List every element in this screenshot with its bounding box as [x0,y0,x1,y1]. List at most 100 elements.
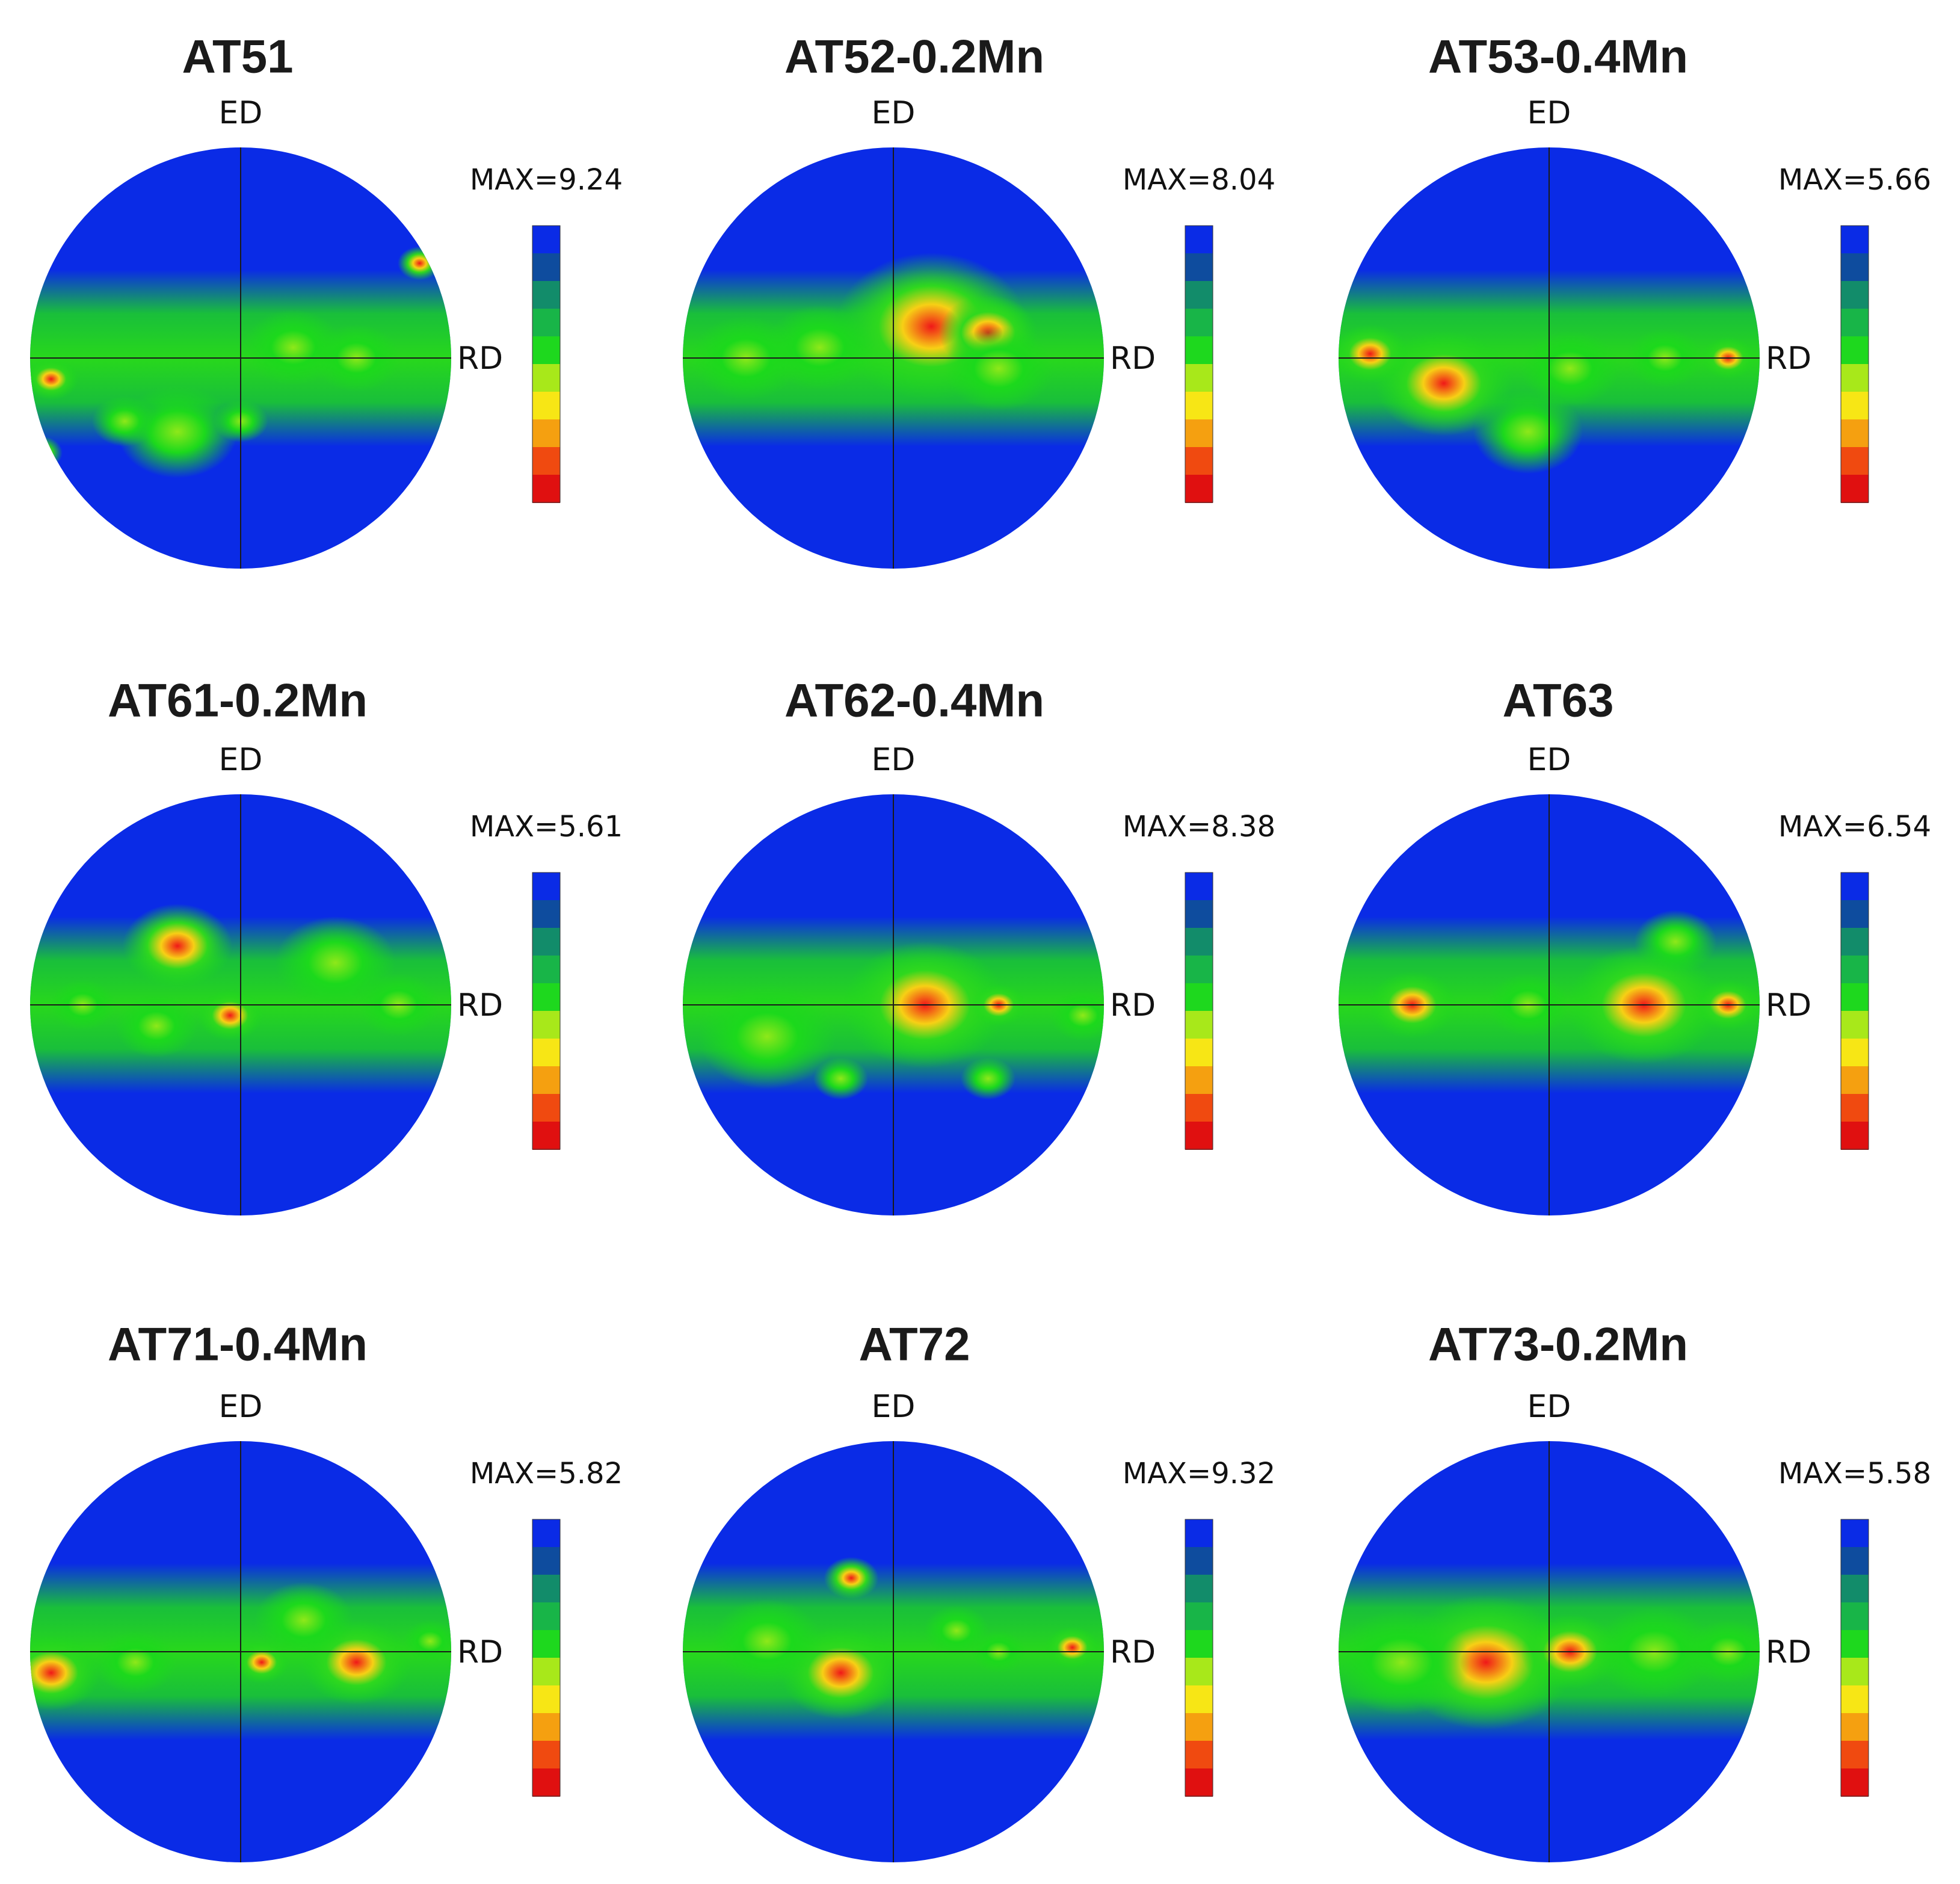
intensity-contour [1521,330,1619,407]
intensity-contour [944,326,1053,411]
colorbar-segment [1185,1011,1213,1039]
colorbar-segment [1185,1094,1213,1122]
colorbar-segment [1841,1039,1869,1067]
intensity-peak [123,904,232,988]
ed-label: ED [1527,1389,1571,1425]
pole-figure-panel: AT51 ED RD MAX=9.24 [30,30,623,569]
max-intensity-label: MAX=9.24 [470,163,623,197]
colorbar-segment [1185,928,1213,956]
pole-figure-panel: AT53-0.4Mn ED RD MAX=5.66 [1339,30,1931,569]
panel-title: AT61-0.2Mn [108,674,368,727]
colorbar-segment [1841,1685,1869,1714]
colorbar [532,1519,561,1797]
rd-label: RD [1110,987,1156,1024]
colorbar-segment [1841,1519,1869,1548]
colorbar [1840,225,1869,503]
panel-title: AT51 [182,30,294,83]
intensity-contour [698,984,836,1089]
colorbar-segment [532,1685,560,1714]
pole-figure-panel: AT62-0.4Mn ED RD MAX=8.38 [683,674,1275,1215]
intensity-peak [1375,330,1512,436]
colorbar-segment [1185,1066,1213,1095]
colorbar-frame [1185,1519,1213,1797]
max-intensity-label: MAX=9.32 [1123,1457,1275,1490]
colorbar-segment [1185,1630,1213,1658]
colorbar-segment [532,956,560,984]
colorbar-segment [532,364,560,392]
colorbar-segment [1841,1094,1869,1122]
colorbar-segment [532,281,560,309]
colorbar-segment [532,1519,560,1548]
colorbar-frame [532,1519,561,1797]
colorbar-segment [1841,475,1869,503]
colorbar-segment [1185,447,1213,475]
colorbar-segment [1841,1658,1869,1686]
rd-label: RD [457,1634,503,1670]
max-intensity-label: MAX=5.66 [1778,163,1931,197]
colorbar-segment [532,392,560,420]
colorbar-segment [1841,364,1869,392]
colorbar-segment [1841,1547,1869,1575]
colorbar-segment [532,1066,560,1095]
colorbar-segment [1841,1602,1869,1631]
colorbar-segment [1841,1122,1869,1150]
intensity-contour [1634,910,1717,974]
colorbar-segment [532,983,560,1011]
colorbar-segment [1185,1768,1213,1797]
intensity-peak [398,246,442,280]
panel-title: AT72 [859,1318,970,1371]
colorbar-segment [532,1575,560,1603]
intensity-peak [1045,1626,1100,1669]
rd-label: RD [1110,341,1156,377]
colorbar-segment [1841,1011,1869,1039]
colorbar-segment [532,226,560,254]
colorbar-segment [532,928,560,956]
intensity-contour [94,1631,177,1694]
colorbar-frame [1840,1519,1869,1797]
intensity-contour [275,916,396,1009]
colorbar-frame [1185,225,1213,503]
colorbar-segment [1841,1066,1869,1095]
colorbar-segment [532,1630,560,1658]
panel-title: AT63 [1503,674,1614,727]
colorbar-segment [1841,873,1869,901]
ed-label: ED [219,1389,263,1425]
colorbar-segment [1841,1768,1869,1797]
colorbar-segment [532,419,560,448]
colorbar-segment [532,336,560,365]
colorbar-segment [1185,392,1213,420]
intensity-peak [824,1557,879,1599]
colorbar-segment [1841,956,1869,984]
colorbar-segment [532,1094,560,1122]
pole-figure-panel: AT63 ED RD MAX=6.54 [1339,674,1931,1215]
colorbar-segment [532,900,560,928]
pole-figure-panel: AT72 ED RD MAX=9.32 [683,1318,1275,1862]
max-intensity-label: MAX=5.82 [470,1457,623,1490]
colorbar-segment [1185,1122,1213,1150]
intensity-contour [91,396,158,446]
max-intensity-label: MAX=8.38 [1123,810,1275,844]
colorbar-segment [532,1122,560,1150]
colorbar-segment [532,1011,560,1039]
colorbar-segment [1185,1547,1213,1575]
intensity-contour [402,1620,451,1663]
intensity-contour [712,1599,822,1684]
colorbar-frame [532,225,561,503]
rd-label: RD [1766,341,1811,377]
max-intensity-label: MAX=8.04 [1123,163,1275,197]
panel-title: AT71-0.4Mn [108,1318,368,1371]
intensity-peak [30,436,63,470]
max-intensity-label: MAX=5.61 [470,810,623,844]
ed-label: ED [219,95,263,131]
rd-label: RD [457,341,503,377]
colorbar-segment [1185,281,1213,309]
ed-label: ED [219,742,263,778]
colorbar-segment [1841,392,1869,420]
intensity-contour [254,1582,353,1658]
colorbar-frame [532,872,561,1150]
colorbar-segment [1841,1575,1869,1603]
colorbar-segment [1841,447,1869,475]
colorbar [1840,1519,1869,1797]
rd-label: RD [1766,987,1811,1024]
